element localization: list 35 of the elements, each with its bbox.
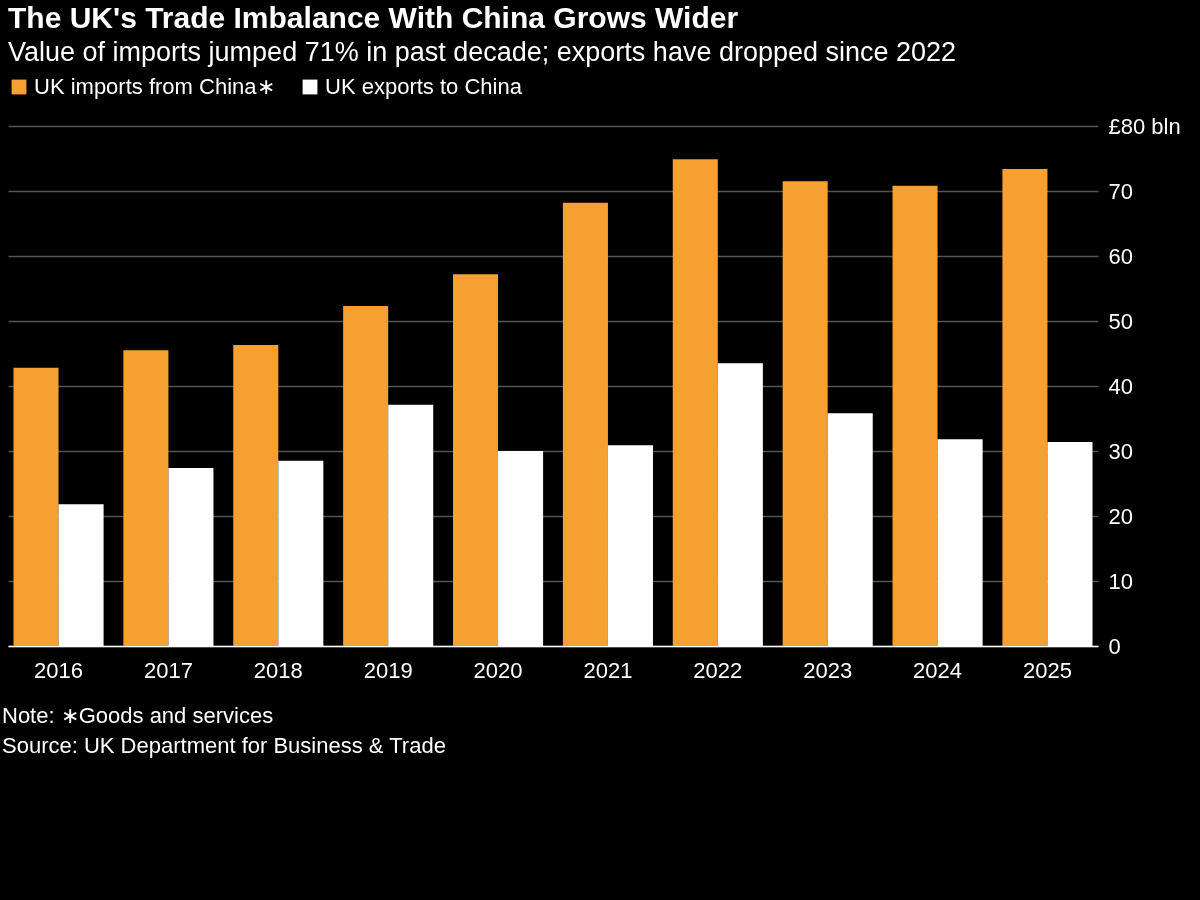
bar [343,306,389,646]
bar [892,185,938,646]
x-tick-label: 2022 [693,657,743,683]
y-tick-label: 20 [1108,503,1133,529]
legend-label: UK imports from China∗ [34,74,275,99]
x-tick-label: 2019 [363,657,413,683]
bar [672,159,718,646]
bar [562,202,608,646]
y-tick-label: 50 [1108,308,1133,334]
y-tick-label: 10 [1108,568,1133,594]
x-tick-label: 2016 [34,657,84,683]
x-tick-label: 2017 [143,657,193,683]
bar [13,367,59,646]
y-tick-label: £80 bln [1108,113,1181,139]
y-tick-label: 30 [1108,438,1133,464]
bar [1002,168,1048,646]
y-tick-label: 60 [1108,243,1133,269]
x-tick-label: 2024 [913,657,963,683]
bar [123,350,169,646]
y-tick-label: 0 [1108,633,1121,659]
chart-subtitle: Value of imports jumped 71% in past decade; exports have dropped since 2022 [8,37,957,67]
y-tick-label: 40 [1108,373,1133,399]
bar [453,274,499,646]
source-note: Source: UK Department for Business & Trade [2,732,447,760]
bar [233,345,279,646]
x-tick-label: 2020 [473,657,523,683]
chart-title: The UK's Trade Imbalance With China Grows Wider [8,1,739,34]
x-tick-label: 2021 [583,657,633,683]
bar [782,181,828,646]
text: Note: ∗Goods and services [2,702,275,730]
x-tick-label: 2023 [803,657,853,683]
y-tick-label: 70 [1108,178,1133,204]
x-tick-label: 2018 [253,657,303,683]
x-tick-label: 2025 [1022,657,1072,683]
legend-label: UK exports to China [325,74,523,99]
